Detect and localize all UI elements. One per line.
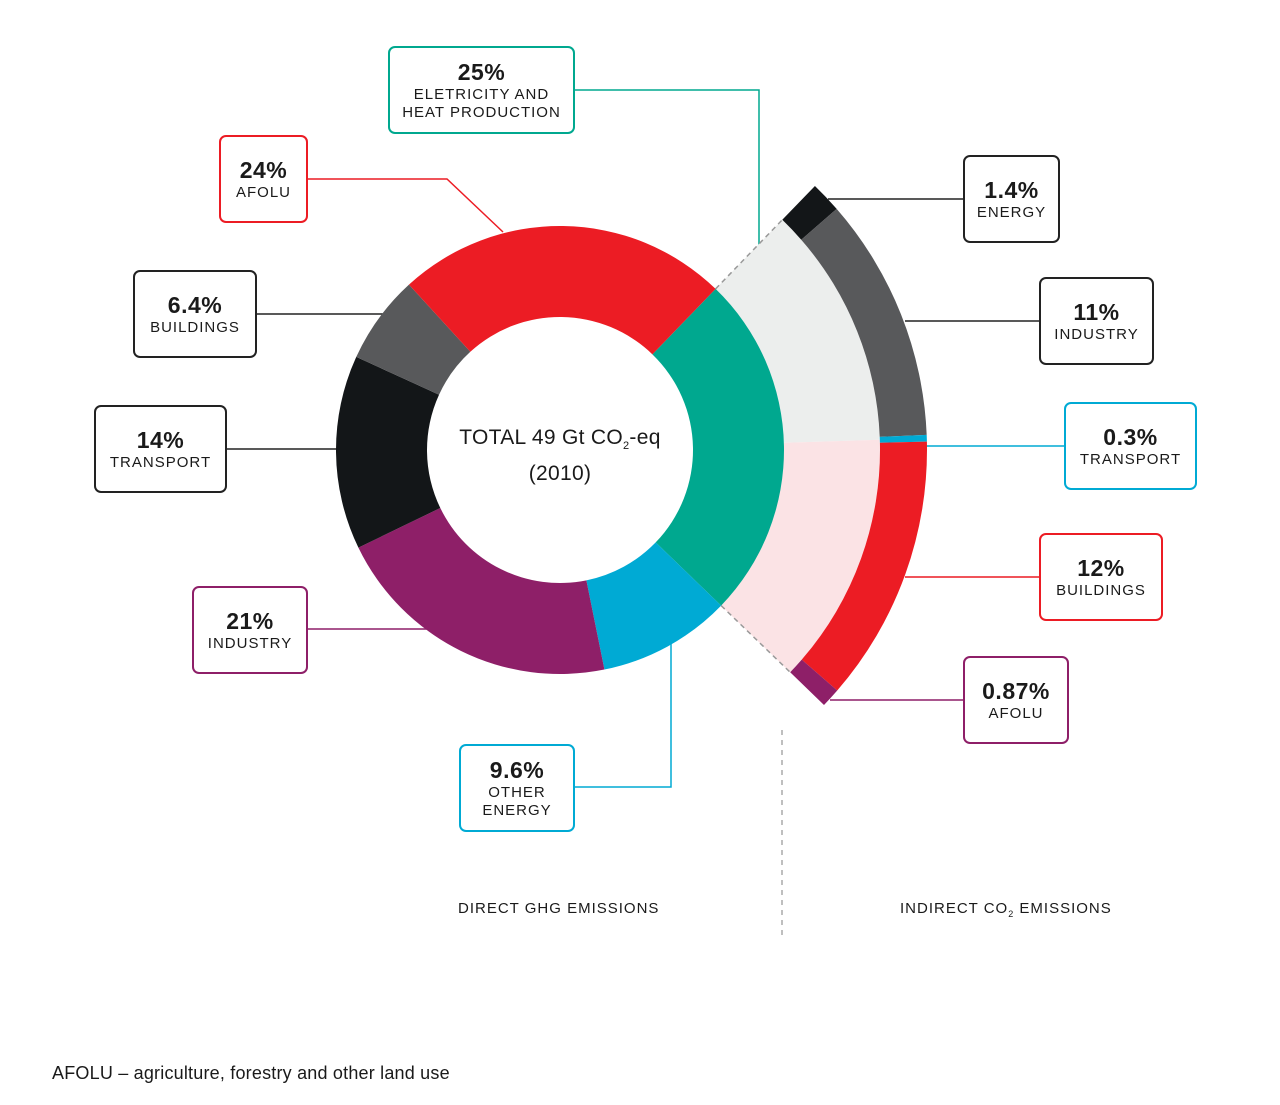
title-sub: 2 [623,440,630,453]
label-percent: 24% [239,156,288,183]
fan-bg-lower [719,439,880,673]
label-name: INDUSTRY [1054,325,1139,343]
chart-total-title: TOTAL 49 Gt CO2-eq (2010) [430,424,690,487]
indirect-fan [782,186,927,705]
label-percent: 21% [226,607,274,634]
donut-slice-industry [358,507,605,674]
direct-leader-afolu [308,178,504,233]
donut-slice-transport [336,356,441,548]
indirect-label-energy: 1.4% ENERGY [963,155,1060,243]
label-name: BUILDINGS [1056,581,1146,599]
indirect-label-sub: 2 [1008,909,1015,919]
indirect-label-prefix: INDIRECT CO [900,900,1009,917]
indirect-fan-background [714,219,880,673]
fan-segment-buildings [801,441,927,691]
direct-label-buildings: 6.4% BUILDINGS [133,270,257,358]
label-name: TRANSPORT [109,453,212,471]
donut-slice-buildings [356,284,471,395]
indirect-label-afolu: 0.87% AFOLU [963,656,1069,744]
donut-slice-eletricity-and-heat-production [652,288,785,606]
fan-segment-transport [879,434,927,443]
direct-label-eletricity-and-heat-production: 25% ELETRICITY AND HEAT PRODUCTION [388,46,575,134]
indirect-label-industry: 11% INDUSTRY [1039,277,1154,365]
fan-edge-bottom [720,605,791,673]
direct-label-industry: 21% INDUSTRY [192,586,308,674]
footnote: AFOLU – agriculture, forestry and other … [52,1063,450,1083]
label-name: INDUSTRY [207,634,293,652]
direct-donut [336,225,785,674]
label-name: OTHER ENERGY [482,783,552,819]
fan-segment-industry [801,208,927,437]
direct-leader-other-energy [575,642,672,788]
label-name: BUILDINGS [150,318,240,336]
label-name: AFOLU [988,704,1044,722]
title-year: (2010) [528,462,592,486]
label-name: TRANSPORT [1079,450,1182,468]
direct-label-transport: 14% TRANSPORT [94,405,227,493]
label-percent: 0.3% [1103,423,1158,450]
label-percent: 1.4% [984,176,1039,203]
title-prefix: TOTAL 49 Gt CO [459,426,623,449]
indirect-section-label: INDIRECT CO2 EMISSIONS [900,900,1112,919]
direct-label-other-energy: 9.6% OTHER ENERGY [459,744,575,832]
fan-segment-afolu [790,659,838,705]
label-percent: 11% [1073,298,1120,325]
label-percent: 6.4% [167,291,223,318]
label-name: ENERGY [976,203,1047,221]
donut-slice-afolu [408,225,716,355]
indirect-label-suffix: EMISSIONS [1014,900,1112,917]
label-name: AFOLU [235,183,291,201]
title-suffix: -eq [629,426,661,449]
direct-label-afolu: 24% AFOLU [219,135,308,223]
label-percent: 12% [1077,554,1125,581]
donut-slice-other-energy [586,542,722,670]
indirect-label-transport: 0.3% TRANSPORT [1064,402,1197,490]
fan-segment-energy [782,186,837,240]
label-name: ELETRICITY AND HEAT PRODUCTION [402,85,561,121]
label-percent: 14% [136,426,185,453]
indirect-label-buildings: 12% BUILDINGS [1039,533,1163,621]
fan-edge-top [715,219,783,290]
direct-section-label: DIRECT GHG EMISSIONS [458,900,660,917]
fan-bg-upper [714,219,880,443]
label-percent: 25% [457,58,506,85]
label-percent: 9.6% [489,756,545,783]
label-percent: 0.87% [982,677,1050,704]
